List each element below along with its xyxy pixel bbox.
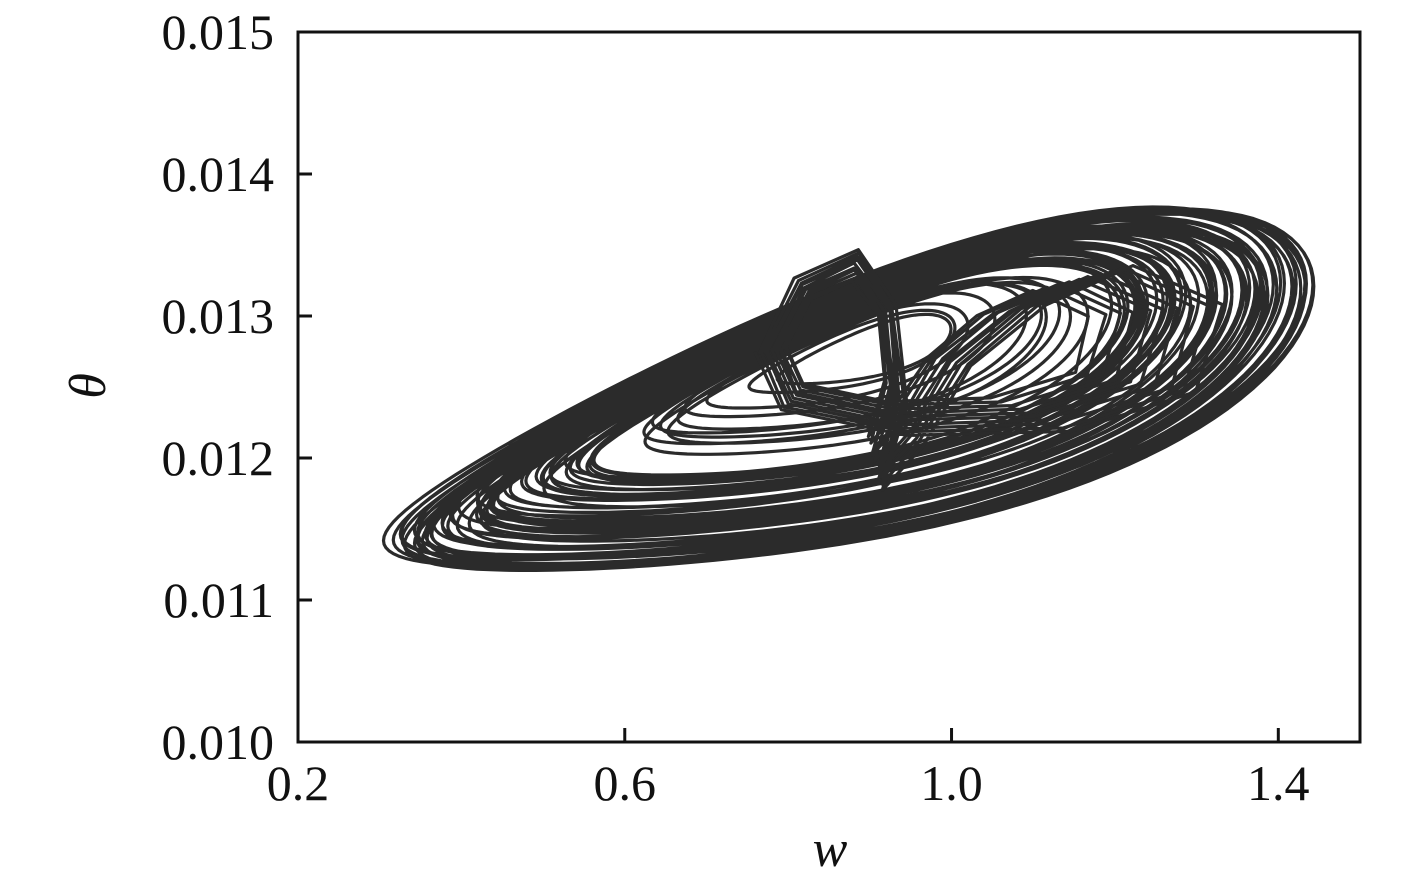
- y-tick-label: 0.015: [162, 4, 275, 60]
- y-tick-label: 0.013: [162, 288, 275, 344]
- y-axis: 0.010 0.011 0.012 0.013 0.014 0.015: [162, 4, 312, 770]
- x-tick-label: 0.6: [594, 755, 657, 811]
- x-axis: 0.2 0.6 1.0 1.4: [267, 728, 1310, 811]
- y-axis-label: θ: [60, 373, 117, 399]
- x-tick-label: 1.0: [920, 755, 983, 811]
- x-axis-label: w: [813, 821, 848, 878]
- trajectory-inner-fold: [753, 248, 1225, 492]
- y-tick-label: 0.014: [162, 146, 275, 202]
- y-tick-label: 0.010: [162, 714, 275, 770]
- y-tick-label: 0.012: [162, 430, 275, 486]
- plot-frame: [296, 30, 1362, 744]
- y-tick-label: 0.011: [163, 572, 274, 628]
- x-tick-label: 0.2: [267, 755, 330, 811]
- trajectory-group: [381, 205, 1316, 572]
- x-tick-label: 1.4: [1247, 755, 1310, 811]
